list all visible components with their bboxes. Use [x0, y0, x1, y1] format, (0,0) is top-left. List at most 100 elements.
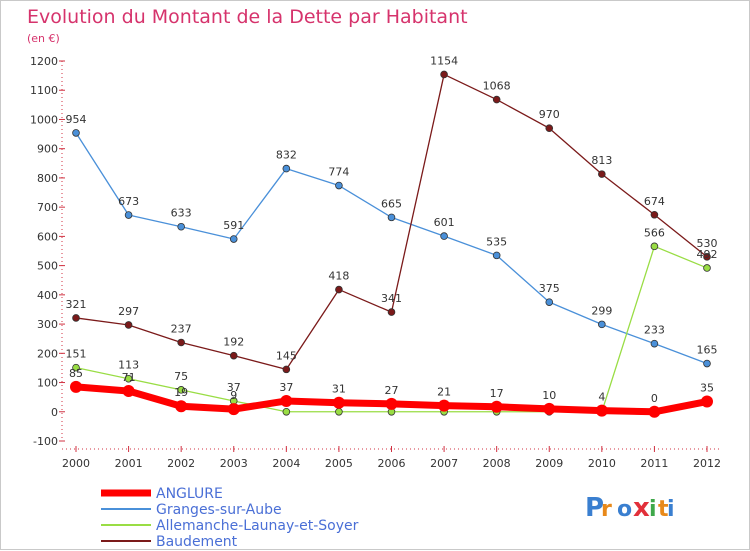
x-tick-label: 2003: [220, 457, 248, 470]
data-label: 145: [276, 349, 297, 362]
x-tick-label: 2002: [167, 457, 195, 470]
data-point: [175, 400, 188, 413]
data-point: [72, 129, 80, 137]
data-point: [598, 170, 606, 178]
y-tick-label: 800: [37, 172, 58, 185]
data-label: 19: [174, 386, 188, 399]
x-tick-label: 2008: [483, 457, 511, 470]
data-label: 192: [223, 336, 244, 349]
x-tick-label: 2011: [640, 457, 668, 470]
data-label: 813: [591, 154, 612, 167]
data-point: [438, 399, 451, 412]
data-label: 673: [118, 195, 139, 208]
data-point: [650, 242, 659, 251]
series-layer: [70, 70, 713, 418]
data-label: 37: [279, 381, 293, 394]
data-point: [492, 95, 501, 104]
y-tick-label: 200: [37, 347, 58, 360]
data-point: [335, 181, 343, 190]
data-point: [335, 407, 343, 416]
data-label: 297: [118, 305, 139, 318]
data-label: 665: [381, 197, 402, 210]
data-point: [124, 374, 133, 383]
data-point: [701, 395, 713, 408]
x-tick-label: 2005: [325, 457, 353, 470]
data-label: 75: [174, 370, 188, 383]
data-point: [545, 124, 554, 133]
data-label: 341: [381, 292, 402, 305]
x-tick-label: 2009: [535, 457, 563, 470]
data-point: [229, 351, 238, 360]
logo-letter: i: [667, 497, 675, 522]
data-point: [280, 394, 293, 407]
logo-letter: o: [617, 497, 632, 522]
data-point: [703, 359, 711, 368]
legend-label: Baudement: [156, 534, 238, 550]
y-tick-label: 0: [51, 406, 58, 419]
data-label: 492: [697, 248, 718, 261]
data-point: [282, 164, 291, 173]
y-tick-label: 100: [37, 377, 58, 390]
data-point: [545, 298, 554, 306]
x-tick-label: 2007: [430, 457, 458, 470]
data-label: 233: [644, 324, 665, 337]
data-label: 418: [328, 270, 349, 283]
data-point: [440, 232, 448, 240]
data-label: 17: [490, 387, 504, 400]
x-tick-label: 2004: [272, 457, 300, 470]
data-point: [335, 285, 343, 294]
data-point: [440, 70, 448, 79]
y-tick-label: 1000: [30, 113, 58, 126]
data-label: 4: [598, 391, 605, 404]
data-point: [332, 396, 345, 409]
logo-letter: P: [585, 493, 604, 523]
chart-subtitle: (en €): [27, 32, 60, 45]
legend-label: Allemanche-Launay-et-Soyer: [156, 518, 359, 534]
y-tick-label: 700: [37, 201, 58, 214]
x-tick-label: 2006: [378, 457, 406, 470]
x-tick-label: 2000: [62, 457, 90, 470]
data-point: [387, 308, 396, 316]
data-point: [648, 405, 661, 418]
data-label: 151: [66, 348, 87, 361]
data-point: [72, 363, 80, 372]
data-label: 633: [171, 207, 192, 220]
data-label: 31: [332, 383, 346, 396]
proxiti-logo: Pr o x i ti: [585, 493, 675, 523]
data-point: [227, 403, 240, 416]
data-label: 85: [69, 367, 83, 380]
data-label: 1068: [483, 80, 511, 93]
x-tick-label: 2001: [115, 457, 143, 470]
y-tick-label: 1100: [30, 84, 58, 97]
y-tick-label: 900: [37, 143, 58, 156]
data-point: [124, 211, 133, 219]
x-tick-label: 2010: [588, 457, 616, 470]
data-label: 674: [644, 195, 665, 208]
data-label: 970: [539, 108, 560, 121]
data-point: [282, 365, 291, 374]
data-label: 71: [122, 371, 136, 384]
data-point: [650, 339, 659, 348]
data-point: [70, 380, 82, 393]
data-label: 10: [542, 389, 556, 402]
data-label: 35: [700, 382, 714, 395]
data-label: 237: [171, 322, 192, 335]
y-tick-label: 600: [37, 230, 58, 243]
data-label: 566: [644, 226, 665, 239]
data-point: [650, 210, 659, 219]
data-point: [598, 320, 606, 329]
data-point: [72, 314, 80, 322]
data-label: 774: [328, 166, 349, 179]
y-tick-label: 400: [37, 289, 58, 302]
data-label: 27: [385, 384, 399, 397]
data-point: [492, 251, 501, 260]
data-label: 375: [539, 282, 560, 295]
data-label: 299: [591, 304, 612, 317]
data-point: [703, 264, 711, 272]
x-tick-label: 2012: [693, 457, 721, 470]
data-label: 591: [223, 219, 244, 232]
data-point: [385, 397, 398, 410]
